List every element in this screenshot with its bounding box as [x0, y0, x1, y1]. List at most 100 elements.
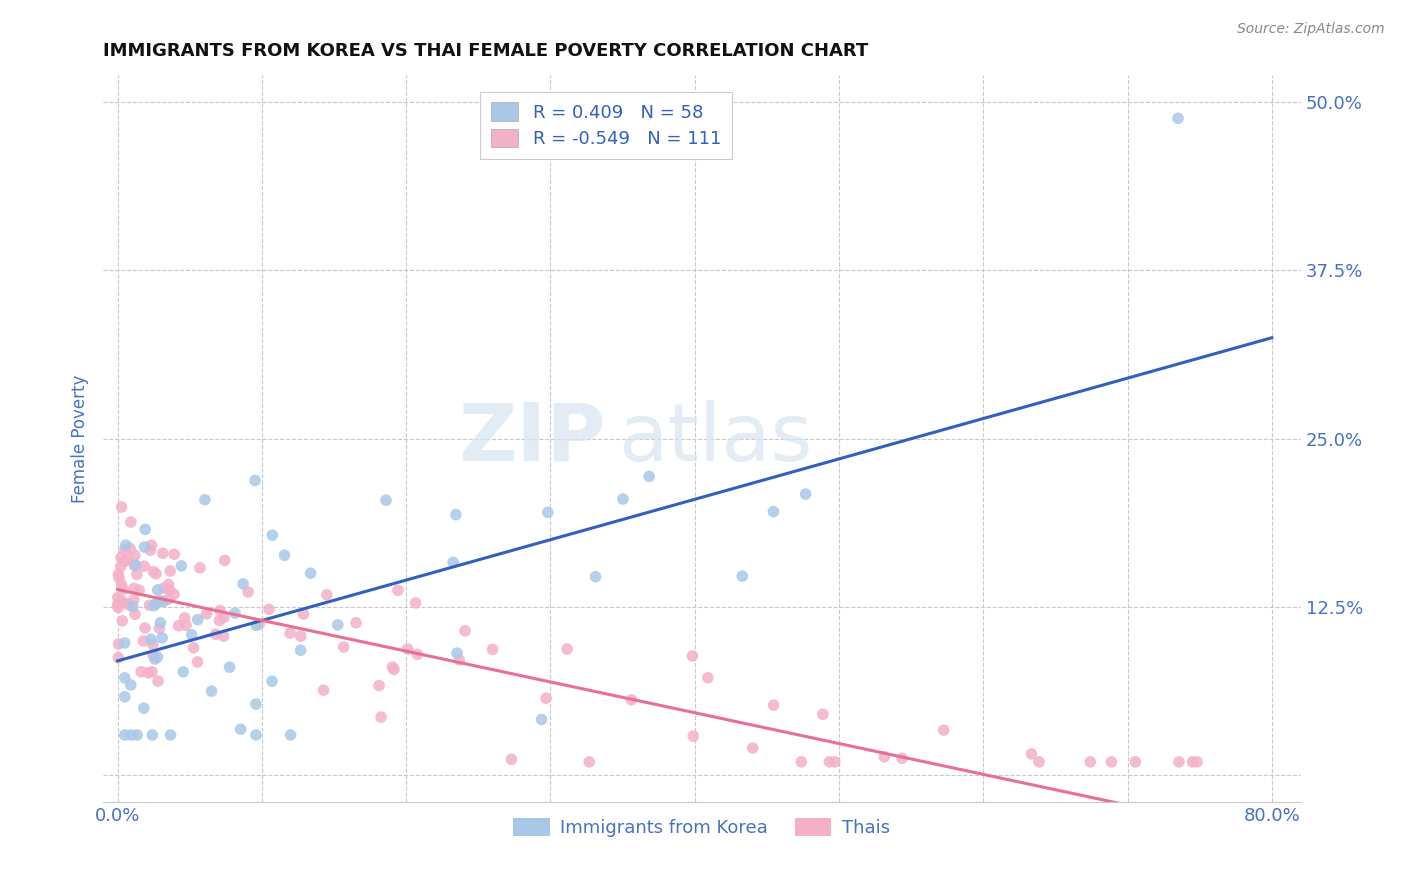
Point	[149, 593, 172, 607]
Point	[120, 728, 142, 742]
Point	[1021, 747, 1043, 761]
Point	[146, 650, 169, 665]
Legend: Immigrants from Korea, Thais: Immigrants from Korea, Thais	[506, 810, 897, 844]
Point	[152, 594, 174, 608]
Point	[132, 634, 155, 648]
Point	[208, 614, 231, 628]
Point	[638, 469, 661, 483]
Point	[236, 585, 259, 599]
Point	[731, 569, 754, 583]
Point	[124, 549, 146, 563]
Point	[375, 493, 398, 508]
Point	[136, 665, 159, 680]
Point	[141, 665, 163, 679]
Point	[149, 615, 172, 630]
Point	[873, 749, 896, 764]
Point	[370, 710, 392, 724]
Point	[481, 642, 503, 657]
Point	[110, 559, 132, 574]
Point	[578, 755, 600, 769]
Point	[194, 492, 217, 507]
Point	[114, 728, 136, 742]
Point	[167, 619, 190, 633]
Point	[1078, 755, 1101, 769]
Point	[585, 570, 607, 584]
Point	[824, 755, 846, 769]
Point	[218, 660, 240, 674]
Point	[212, 610, 235, 624]
Point	[681, 648, 703, 663]
Point	[120, 541, 142, 556]
Point	[396, 641, 419, 656]
Point	[1028, 755, 1050, 769]
Point	[299, 566, 322, 581]
Point	[163, 587, 186, 601]
Point	[115, 597, 138, 611]
Point	[382, 662, 405, 676]
Point	[156, 592, 179, 607]
Point	[141, 728, 163, 742]
Point	[811, 707, 834, 722]
Point	[134, 522, 156, 536]
Point	[139, 632, 162, 647]
Point	[110, 594, 132, 608]
Point	[143, 652, 166, 666]
Point	[387, 583, 409, 598]
Point	[312, 683, 335, 698]
Point	[537, 505, 560, 519]
Point	[114, 538, 136, 552]
Point	[229, 723, 252, 737]
Point	[110, 550, 132, 565]
Point	[245, 728, 267, 742]
Point	[139, 543, 162, 558]
Point	[212, 629, 235, 643]
Point	[187, 613, 209, 627]
Point	[153, 581, 176, 595]
Point	[1181, 755, 1204, 769]
Point	[125, 567, 148, 582]
Point	[124, 558, 146, 572]
Point	[174, 618, 197, 632]
Point	[118, 598, 141, 612]
Point	[891, 751, 914, 765]
Point	[114, 543, 136, 558]
Point	[405, 596, 427, 610]
Point	[214, 553, 236, 567]
Point	[108, 571, 131, 585]
Point	[247, 617, 270, 632]
Point	[114, 636, 136, 650]
Point	[107, 650, 129, 665]
Point	[696, 671, 718, 685]
Point	[157, 577, 180, 591]
Point	[381, 660, 404, 674]
Point	[142, 565, 165, 579]
Point	[183, 640, 205, 655]
Point	[620, 692, 643, 706]
Point	[612, 491, 634, 506]
Text: Source: ZipAtlas.com: Source: ZipAtlas.com	[1237, 22, 1385, 37]
Point	[555, 642, 578, 657]
Point	[122, 582, 145, 596]
Point	[1185, 755, 1208, 769]
Point	[110, 500, 132, 514]
Point	[142, 637, 165, 651]
Point	[148, 621, 170, 635]
Point	[110, 577, 132, 591]
Point	[790, 755, 813, 769]
Point	[232, 577, 254, 591]
Point	[441, 555, 464, 569]
Point	[368, 679, 391, 693]
Point	[107, 637, 129, 651]
Point	[245, 618, 267, 632]
Point	[932, 723, 955, 738]
Point	[280, 728, 302, 742]
Point	[172, 665, 194, 679]
Text: ZIP: ZIP	[458, 400, 606, 478]
Point	[292, 607, 315, 621]
Point	[245, 697, 267, 711]
Point	[530, 713, 553, 727]
Point	[1167, 755, 1189, 769]
Point	[344, 615, 367, 630]
Point	[315, 588, 337, 602]
Point	[128, 583, 150, 598]
